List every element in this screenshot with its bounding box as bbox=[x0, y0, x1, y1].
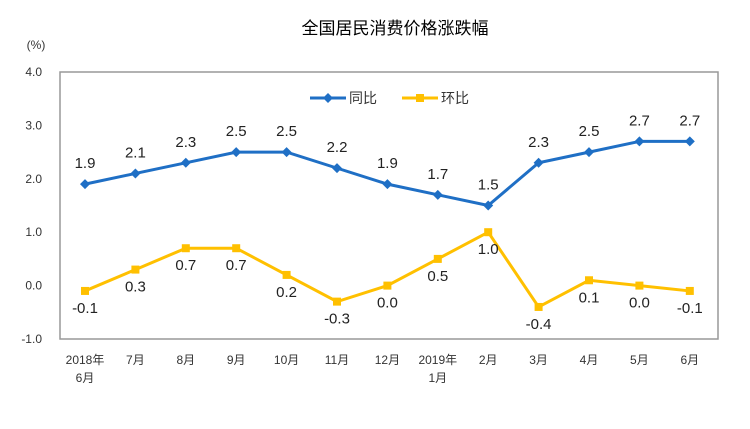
y-tick-label: -1.0 bbox=[21, 332, 42, 346]
data-label: 2.7 bbox=[679, 112, 700, 129]
data-point bbox=[282, 270, 291, 279]
data-label: 0.3 bbox=[125, 279, 146, 296]
legend-label: 环比 bbox=[441, 90, 469, 106]
x-tick-label: 2019年 bbox=[418, 353, 457, 367]
data-label: 0.0 bbox=[377, 295, 398, 312]
x-tick-label: 10月 bbox=[274, 353, 299, 367]
data-point bbox=[130, 168, 141, 179]
data-point bbox=[483, 200, 494, 211]
x-tick-label: 11月 bbox=[325, 353, 349, 367]
data-point bbox=[533, 157, 544, 168]
data-point bbox=[181, 244, 190, 253]
data-label: 1.5 bbox=[478, 177, 499, 194]
data-point bbox=[382, 179, 393, 190]
data-label: -0.1 bbox=[72, 300, 98, 317]
data-point bbox=[635, 281, 644, 290]
data-point bbox=[383, 281, 392, 290]
data-label: 0.2 bbox=[276, 284, 297, 301]
y-tick-label: 3.0 bbox=[25, 118, 42, 132]
data-label: 2.3 bbox=[175, 134, 196, 151]
data-label: 2.5 bbox=[226, 123, 247, 140]
x-tick-label: 7月 bbox=[126, 353, 145, 367]
data-point bbox=[232, 244, 241, 253]
x-tick-label: 3月 bbox=[529, 353, 548, 367]
data-label: 1.0 bbox=[478, 241, 499, 258]
data-point bbox=[685, 286, 694, 295]
x-tick-label: 9月 bbox=[227, 353, 246, 367]
data-label: 0.1 bbox=[579, 289, 600, 306]
data-point bbox=[333, 297, 341, 306]
data-label: 2.7 bbox=[629, 112, 650, 129]
data-point bbox=[281, 147, 292, 158]
data-label: 2.2 bbox=[327, 139, 348, 156]
x-tick-label: 1月 bbox=[428, 371, 447, 385]
x-tick-label: 6月 bbox=[76, 371, 95, 385]
data-label: -0.3 bbox=[324, 311, 350, 328]
x-tick-label: 12月 bbox=[375, 353, 400, 367]
data-point bbox=[584, 147, 594, 158]
plot-area bbox=[59, 71, 719, 340]
data-point bbox=[534, 302, 543, 311]
data-label: 0.5 bbox=[427, 268, 448, 285]
legend-marker bbox=[323, 93, 333, 103]
data-point bbox=[684, 136, 695, 147]
legend: 同比 环比 bbox=[310, 90, 469, 106]
data-label: 2.3 bbox=[528, 134, 549, 151]
data-point bbox=[634, 136, 645, 147]
legend-marker bbox=[416, 94, 424, 102]
data-point bbox=[131, 265, 140, 274]
data-label: 1.7 bbox=[427, 166, 448, 183]
data-label: 2.5 bbox=[276, 123, 297, 140]
data-point bbox=[81, 286, 89, 295]
data-point bbox=[180, 157, 191, 168]
data-label: 1.9 bbox=[377, 155, 398, 172]
series-line-yoy bbox=[84, 139, 690, 208]
data-point bbox=[80, 179, 90, 190]
x-tick-label: 5月 bbox=[630, 353, 649, 367]
data-label: 2.1 bbox=[125, 144, 146, 161]
chart-title: 全国居民消费价格涨跌幅 bbox=[302, 19, 489, 38]
x-tick-label: 6月 bbox=[680, 353, 699, 367]
y-tick-label: 2.0 bbox=[25, 172, 42, 186]
data-label: 0.7 bbox=[226, 257, 247, 274]
x-tick-label: 2月 bbox=[479, 353, 498, 367]
x-tick-label: 2018年 bbox=[66, 353, 105, 367]
data-point bbox=[484, 228, 493, 237]
legend-label: 同比 bbox=[349, 90, 377, 106]
data-label: 2.5 bbox=[579, 123, 600, 140]
data-point bbox=[433, 254, 442, 263]
y-tick-label: 1.0 bbox=[25, 225, 42, 239]
data-point bbox=[231, 147, 242, 158]
data-point bbox=[585, 276, 593, 285]
x-tick-label: 8月 bbox=[176, 353, 195, 367]
data-point bbox=[332, 163, 342, 174]
x-tick-label: 4月 bbox=[580, 353, 599, 367]
data-label: -0.1 bbox=[677, 300, 703, 317]
data-point bbox=[432, 189, 443, 200]
y-tick-label: 0.0 bbox=[25, 279, 42, 293]
data-label: 1.9 bbox=[75, 155, 96, 172]
data-label: 0.0 bbox=[629, 295, 650, 312]
data-label: -0.4 bbox=[526, 316, 552, 333]
y-axis-unit: (%) bbox=[27, 38, 46, 52]
data-label: 0.7 bbox=[175, 257, 196, 274]
y-tick-label: 4.0 bbox=[25, 65, 42, 79]
